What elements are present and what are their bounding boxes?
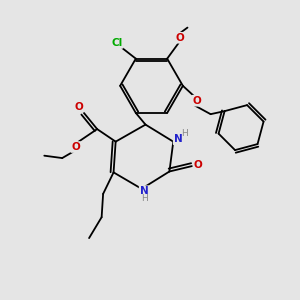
Text: H: H [181,129,188,138]
Text: O: O [192,96,201,106]
Text: N: N [140,186,148,196]
Text: O: O [194,160,203,170]
Text: N: N [174,134,182,144]
Text: O: O [75,102,84,112]
Text: O: O [71,142,80,152]
Text: O: O [176,33,184,43]
Text: H: H [141,194,147,203]
Text: Cl: Cl [111,38,123,48]
